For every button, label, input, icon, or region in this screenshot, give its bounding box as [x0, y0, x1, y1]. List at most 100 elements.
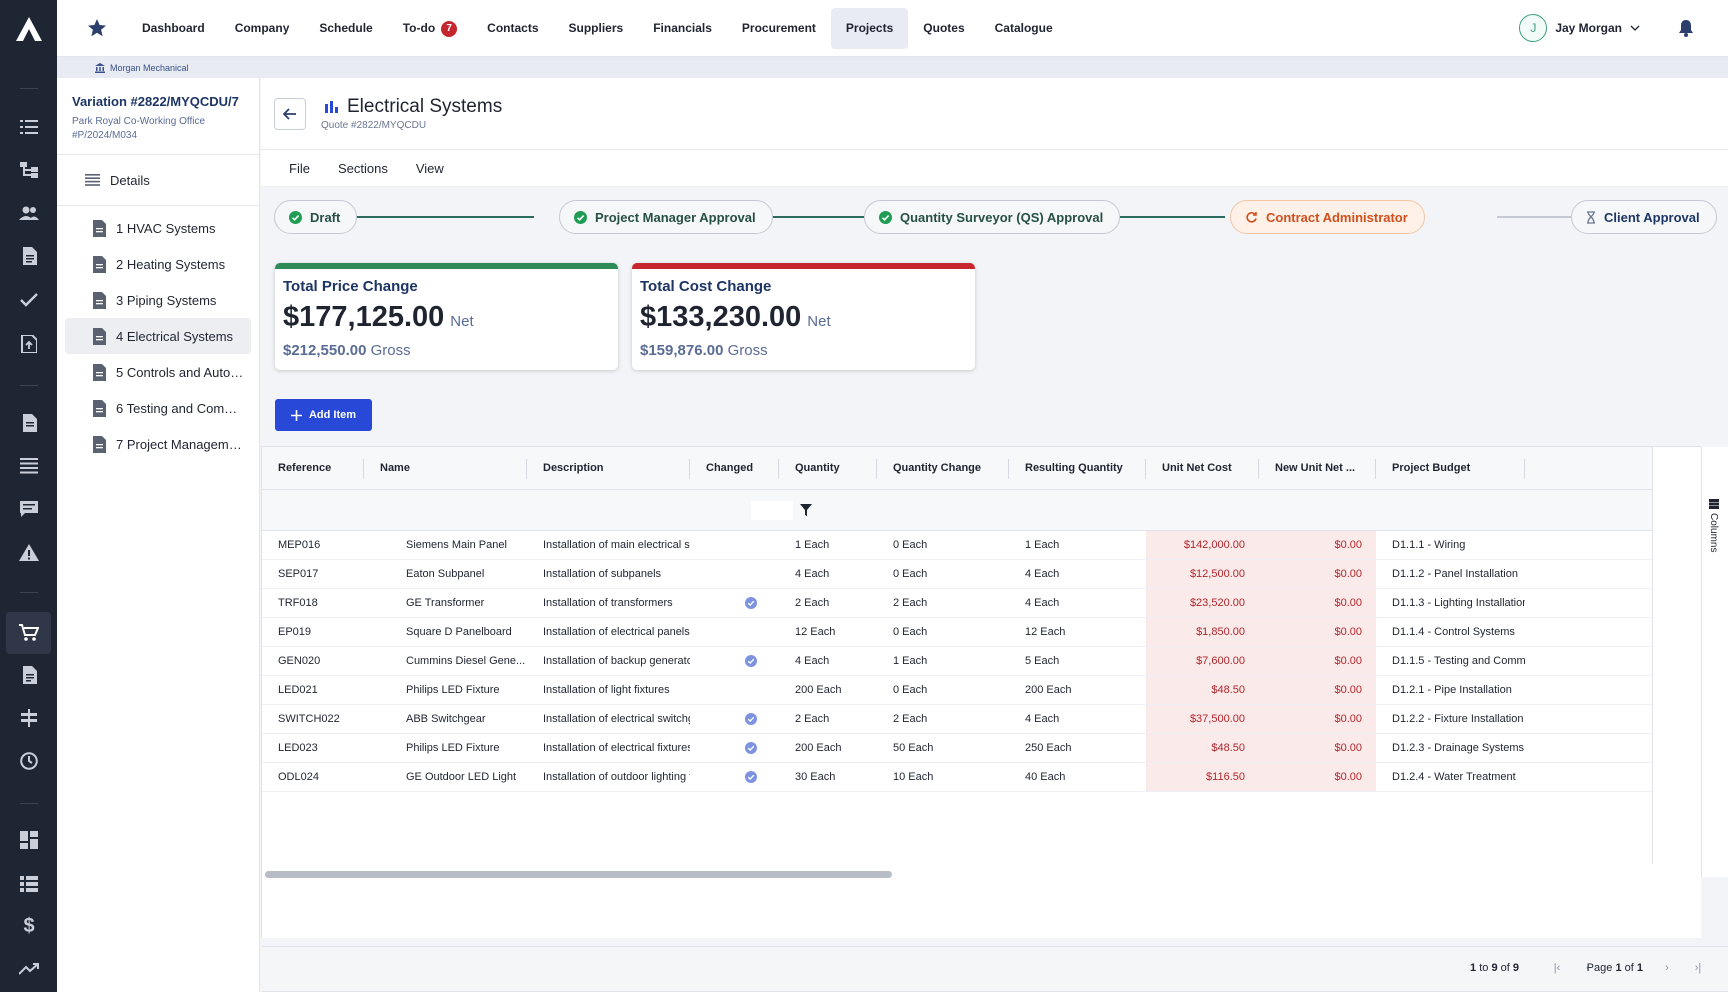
- nav-item-to-do[interactable]: To-do 7: [388, 8, 472, 49]
- document-icon[interactable]: [18, 245, 40, 267]
- column-header[interactable]: Unit Net Cost: [1146, 447, 1259, 490]
- table-row[interactable]: TRF018 GE Transformer Installation of tran…: [262, 589, 1652, 618]
- reference-cell: TRF018: [278, 597, 318, 609]
- nav-item-label: Procurement: [741, 21, 816, 35]
- section-label: 6 Testing and Commissioning: [116, 400, 246, 416]
- table-row[interactable]: LED021 Philips LED Fixture Installation of…: [262, 676, 1652, 705]
- nav-item-quotes[interactable]: Quotes: [908, 8, 979, 49]
- sections-menu[interactable]: Sections: [337, 160, 388, 176]
- section-item[interactable]: 2 Heating Systems: [65, 246, 251, 282]
- columns-panel-toggle[interactable]: Columns: [1701, 447, 1728, 877]
- grid-body: MEP016 Siemens Main Panel Installation of …: [262, 531, 1652, 792]
- nav-item-projects[interactable]: Projects: [830, 8, 909, 49]
- step-qs-approval[interactable]: Quantity Surveyor (QS) Approval: [864, 200, 1121, 234]
- changed-check-icon: [745, 771, 757, 784]
- nav-item-label: Projects: [845, 21, 894, 35]
- column-header[interactable]: Description: [527, 447, 690, 490]
- details-item[interactable]: Details: [57, 155, 259, 205]
- column-header[interactable]: Project Budget: [1376, 447, 1525, 490]
- column-header[interactable]: Quantity: [779, 447, 877, 490]
- nav-item-procurement[interactable]: Procurement: [727, 8, 831, 49]
- signpost-icon[interactable]: [18, 707, 40, 729]
- top-navigation: Dashboard Company Schedule To-do 7 Contacts Su…: [57, 0, 1728, 57]
- project-budget-cell: D1.1.4 - Control Systems: [1392, 626, 1515, 638]
- first-page-icon[interactable]: |‹: [1553, 962, 1561, 974]
- cart-icon[interactable]: [18, 622, 40, 644]
- column-header[interactable]: Quantity Change: [877, 447, 1009, 490]
- section-item[interactable]: 6 Testing and Commissioning: [65, 390, 251, 426]
- horizontal-scrollbar[interactable]: [265, 871, 892, 878]
- check-circle-icon: [879, 210, 892, 224]
- section-item[interactable]: 4 Electrical Systems: [65, 318, 251, 354]
- grid-list-icon[interactable]: [18, 873, 40, 895]
- column-header-label: Unit Net Cost: [1162, 462, 1232, 474]
- user-menu[interactable]: J Jay Morgan: [1519, 14, 1640, 42]
- name-cell: GE Outdoor LED Light: [406, 771, 517, 783]
- column-header[interactable]: New Unit Net ...: [1259, 447, 1376, 490]
- table-row[interactable]: EP019 Square D Panelboard Installation of …: [262, 618, 1652, 647]
- last-page-icon[interactable]: ›|: [1694, 962, 1702, 974]
- step-draft[interactable]: Draft: [274, 200, 358, 234]
- clock-icon[interactable]: [18, 750, 40, 772]
- nav-item-financials[interactable]: Financials: [638, 8, 727, 49]
- step-client-approval[interactable]: Client Approval: [1571, 200, 1717, 234]
- hierarchy-icon[interactable]: [18, 159, 40, 181]
- section-item[interactable]: 7 Project Management: [65, 426, 251, 462]
- table-row[interactable]: LED023 Philips LED Fixture Installation of…: [262, 734, 1652, 763]
- bell-icon[interactable]: [1676, 18, 1696, 38]
- rail-active-indicator: [6, 612, 51, 654]
- table-row[interactable]: ODL024 GE Outdoor LED Light Installation o…: [262, 763, 1652, 792]
- section-item[interactable]: 3 Piping Systems: [65, 282, 251, 318]
- table-row[interactable]: MEP016 Siemens Main Panel Installation of …: [262, 531, 1652, 560]
- user-name: Jay Morgan: [1555, 21, 1622, 35]
- column-header[interactable]: Name: [364, 447, 527, 490]
- nav-item-catalogue[interactable]: Catalogue: [980, 8, 1068, 49]
- warning-icon[interactable]: [18, 541, 40, 563]
- file-upload-icon[interactable]: [18, 333, 40, 355]
- company-breadcrumb[interactable]: Morgan Mechanical: [57, 57, 1728, 78]
- dollar-icon[interactable]: $: [23, 914, 35, 937]
- column-header[interactable]: Resulting Quantity: [1009, 447, 1146, 490]
- back-button[interactable]: [274, 98, 306, 130]
- view-menu[interactable]: View: [415, 160, 444, 176]
- list-icon[interactable]: [18, 116, 40, 138]
- column-header-label: Changed: [706, 462, 754, 474]
- add-item-button[interactable]: Add Item: [275, 399, 372, 431]
- people-icon[interactable]: [18, 202, 40, 224]
- favorites-star-icon[interactable]: [87, 18, 107, 38]
- changed-filter-input[interactable]: [751, 501, 793, 520]
- section-item[interactable]: 1 HVAC Systems: [65, 210, 251, 246]
- column-header[interactable]: Reference: [262, 447, 364, 490]
- app-logo[interactable]: [14, 14, 44, 44]
- dashboard-icon[interactable]: [18, 829, 40, 851]
- gross-value: $212,550.00: [283, 342, 367, 359]
- next-page-icon[interactable]: ›: [1665, 962, 1669, 974]
- step-contract-administrator[interactable]: Contract Administrator: [1230, 200, 1425, 234]
- nav-item-contacts[interactable]: Contacts: [472, 8, 553, 49]
- trending-up-icon[interactable]: [18, 958, 40, 980]
- chat-icon[interactable]: [18, 498, 40, 520]
- file-menu[interactable]: File: [289, 160, 310, 176]
- table-row[interactable]: SEP017 Eaton Subpanel Installation of subp…: [262, 560, 1652, 589]
- report-icon[interactable]: [18, 664, 40, 686]
- table-row[interactable]: SWITCH022 ABB Switchgear Installation of e…: [262, 705, 1652, 734]
- filter-icon[interactable]: [800, 504, 812, 516]
- table-icon[interactable]: [18, 455, 40, 477]
- invoice-icon[interactable]: [18, 412, 40, 434]
- nav-item-dashboard[interactable]: Dashboard: [127, 8, 220, 49]
- table-row[interactable]: GEN020 Cummins Diesel Gene... Installation…: [262, 647, 1652, 676]
- reference-cell: ODL024: [278, 771, 319, 783]
- changed-cell: [690, 763, 779, 791]
- nav-item-suppliers[interactable]: Suppliers: [554, 8, 639, 49]
- document-icon: [93, 363, 106, 381]
- total-price-card: Total Price Change $177,125.00 Net $212,5…: [275, 263, 618, 370]
- nav-item-company[interactable]: Company: [220, 8, 305, 49]
- nav-item-schedule[interactable]: Schedule: [304, 8, 387, 49]
- checkmark-icon[interactable]: [18, 289, 40, 311]
- resulting-quantity-cell: 12 Each: [1025, 626, 1066, 638]
- changed-check-icon: [745, 655, 757, 668]
- section-item[interactable]: 5 Controls and Automation: [65, 354, 251, 390]
- column-header[interactable]: Changed: [690, 447, 779, 490]
- previous-page-icon[interactable]: ‹: [1586, 962, 1590, 974]
- step-project-manager-approval[interactable]: Project Manager Approval: [559, 200, 773, 234]
